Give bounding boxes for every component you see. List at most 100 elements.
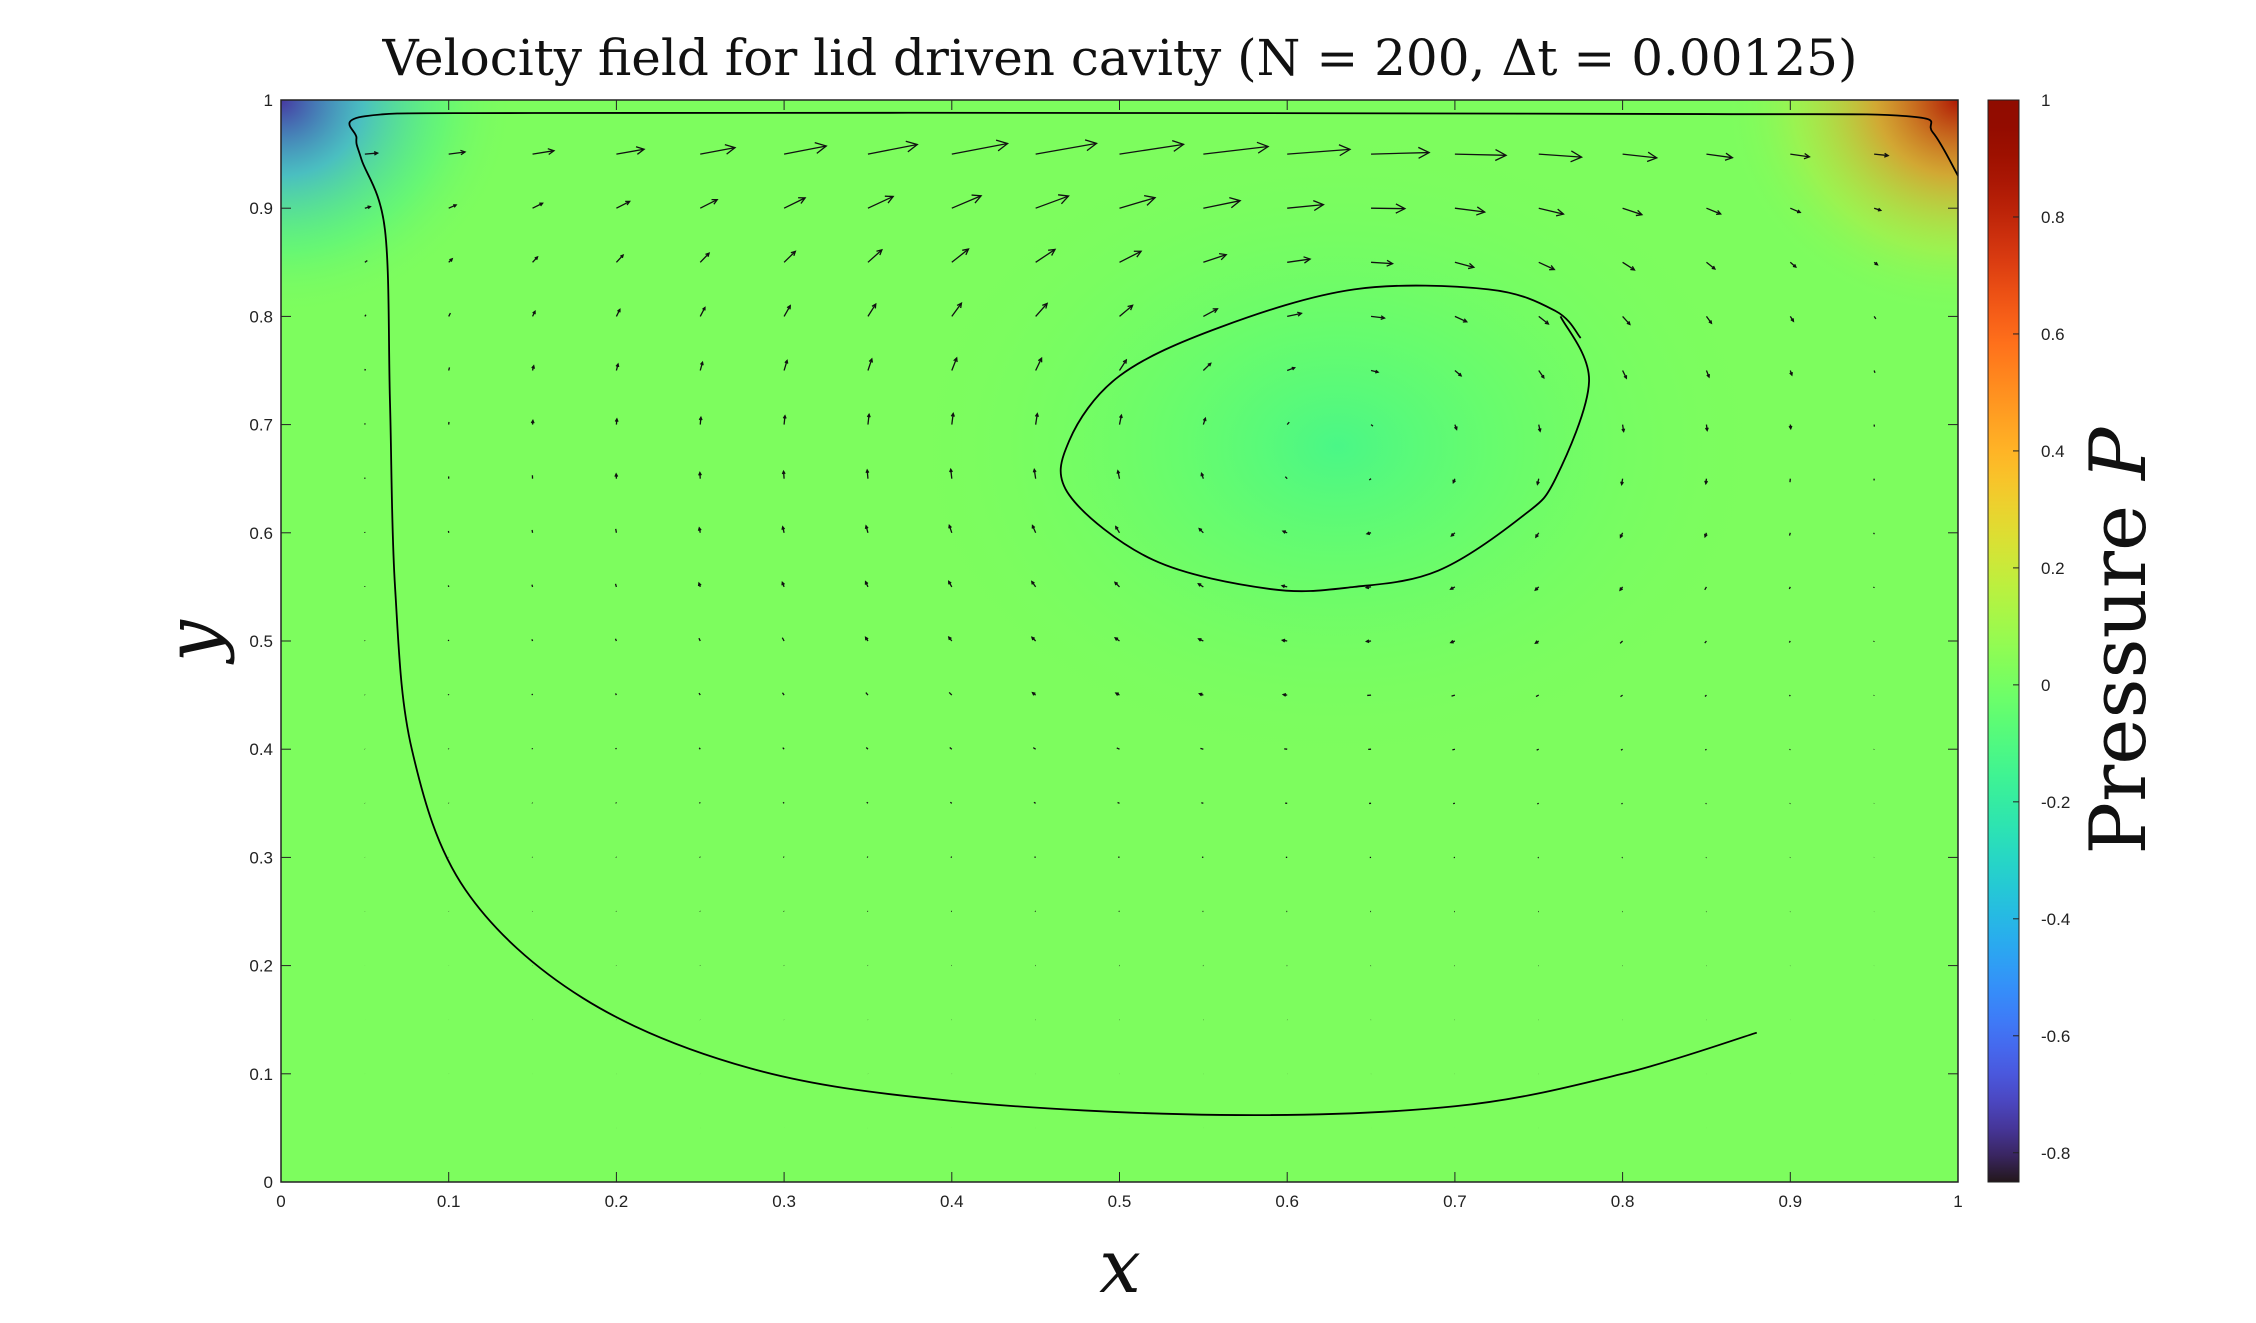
velocity-arrow [531, 364, 536, 371]
colorbar-label-text: Pressure [2074, 480, 2164, 854]
streamlines [348, 111, 1958, 1116]
velocity-arrow [950, 412, 955, 425]
velocity-arrow [864, 636, 869, 642]
velocity-arrow [867, 302, 877, 317]
y-tick-label: 0.7 [249, 416, 273, 435]
colorbar-tick-label: -0.8 [2041, 1144, 2070, 1163]
velocity-arrow [1203, 141, 1270, 155]
velocity-arrow [1705, 370, 1710, 379]
velocity-arrow [1788, 424, 1793, 431]
x-tick-label: 0.6 [1275, 1192, 1299, 1211]
velocity-arrow [1620, 478, 1624, 486]
velocity-arrow [948, 692, 953, 696]
velocity-arrow [782, 414, 787, 425]
velocity-arrow [1371, 203, 1407, 214]
velocity-arrow [783, 142, 828, 155]
velocity-arrow [531, 584, 534, 588]
velocity-arrow [1370, 369, 1380, 374]
velocity-arrow [782, 856, 785, 858]
velocity-arrow [1706, 261, 1717, 270]
velocity-arrow [951, 302, 963, 317]
velocity-arrow [532, 255, 539, 263]
y-axis-label: y [150, 619, 236, 665]
y-tick-label: 1 [264, 91, 273, 110]
velocity-arrow [1031, 691, 1037, 696]
velocity-arrow [949, 467, 953, 479]
velocity-arrow [1705, 316, 1713, 325]
velocity-arrow [1452, 478, 1456, 485]
y-tick-label: 0.2 [249, 957, 273, 976]
colorbar-tick-label: 0 [2041, 676, 2050, 695]
velocity-arrow [614, 638, 618, 642]
velocity-arrow [1873, 316, 1877, 320]
velocity-arrow [614, 693, 617, 696]
velocity-arrow [1706, 152, 1734, 161]
velocity-arrow [1704, 532, 1708, 539]
x-tick-label: 0 [276, 1192, 285, 1211]
velocity-arrow [949, 801, 953, 804]
colorbar-tick-label: 1 [2041, 91, 2050, 110]
velocity-arrow [1454, 149, 1508, 162]
outer-streamline [348, 111, 1958, 1116]
chart-title: Velocity field for lid driven cavity (N … [382, 29, 1858, 87]
velocity-arrow [1534, 586, 1540, 592]
colorbar-tick-label: 0.6 [2041, 325, 2065, 344]
velocity-arrow [616, 146, 646, 155]
velocity-arrow [699, 856, 701, 858]
velocity-arrow [1451, 694, 1456, 697]
velocity-arrow [1203, 197, 1242, 209]
x-axis-ticks: 0 0.1 0.2 0.3 0.4 0.5 0.6 0.7 0.8 0.9 1 [276, 100, 1963, 1211]
velocity-arrow [364, 260, 368, 263]
colorbar-label: Pressure P [2074, 426, 2164, 854]
velocity-arrow [531, 309, 536, 317]
velocity-arrow [615, 802, 617, 804]
velocity-arrow [1621, 802, 1623, 805]
y-tick-label: 0.3 [249, 848, 273, 867]
velocity-arrow [1704, 424, 1709, 432]
velocity-arrow [532, 202, 544, 209]
velocity-arrow [615, 308, 621, 317]
velocity-arrow [1788, 532, 1791, 536]
velocity-arrow [1032, 468, 1037, 479]
velocity-arrow [1453, 424, 1458, 431]
colorbar-ticks: 1 0.8 0.6 0.4 0.2 0 -0.2 -0.4 -0.6 -0.8 [2013, 91, 2070, 1163]
velocity-arrow [1622, 207, 1644, 217]
colorbar-tick-label: 0.2 [2041, 559, 2065, 578]
velocity-arrow [865, 468, 870, 479]
velocity-arrow [616, 200, 631, 209]
velocity-arrow [1873, 261, 1879, 266]
velocity-arrow [1621, 424, 1626, 433]
velocity-arrow [1030, 636, 1037, 642]
pressure-vortex-center [901, 121, 1774, 771]
velocity-arrow [1537, 424, 1542, 433]
x-tick-label: 0.2 [605, 1192, 629, 1211]
y-axis-ticks: 0 0.1 0.2 0.3 0.4 0.5 0.6 0.7 0.8 0.9 1 [249, 91, 1958, 1192]
velocity-arrow [783, 304, 791, 317]
velocity-arrow [948, 580, 953, 588]
velocity-arrow [615, 362, 620, 371]
velocity-arrow [1286, 421, 1290, 426]
velocity-arrow [530, 419, 535, 425]
velocity-arrow [698, 801, 701, 804]
velocity-arrow [1035, 139, 1098, 155]
velocity-arrow [1033, 801, 1036, 804]
velocity-arrow [1203, 308, 1219, 317]
velocity-arrow [1119, 139, 1185, 155]
velocity-arrow [866, 856, 869, 858]
velocity-arrow [698, 692, 701, 696]
velocity-arrow [1287, 144, 1352, 157]
plot-area [280, 99, 1959, 1183]
velocity-arrow [1035, 248, 1057, 263]
velocity-arrow [1454, 370, 1463, 377]
velocity-arrow [1035, 302, 1049, 317]
velocity-arrow [1119, 250, 1143, 263]
x-tick-label: 0.9 [1778, 1192, 1802, 1211]
velocity-arrow [1370, 424, 1374, 427]
velocity-arrow [1622, 261, 1636, 271]
x-tick-label: 0.8 [1611, 1192, 1635, 1211]
x-tick-label: 0.7 [1443, 1192, 1467, 1211]
velocity-arrow [867, 195, 895, 209]
velocity-arrow [1706, 207, 1722, 216]
velocity-arrow [783, 197, 807, 209]
velocity-arrow [1704, 694, 1707, 697]
